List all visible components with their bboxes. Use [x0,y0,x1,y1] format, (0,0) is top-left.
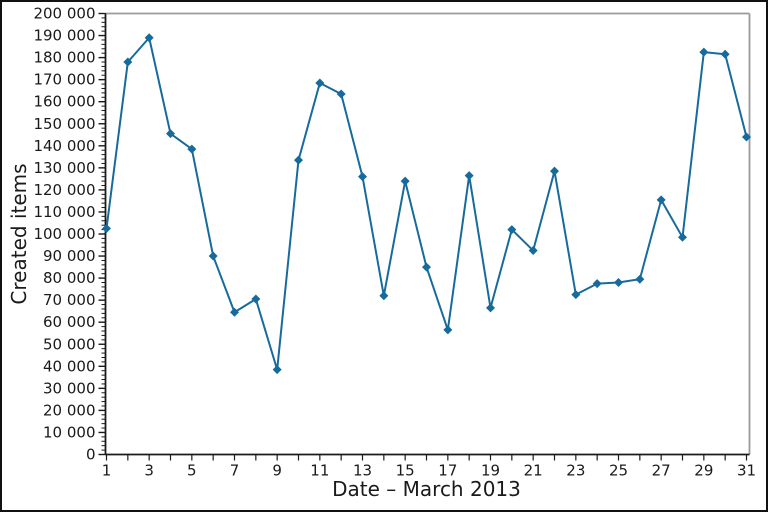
y-tick-label: 10 000 [43,423,96,441]
y-tick-label: 120 000 [33,181,95,199]
plot-frame [105,12,751,455]
y-tick-label: 150 000 [33,115,95,133]
data-point [656,195,666,205]
x-axis: 1 3 5 7 9 11 13 15 17 19 21 23 25 27 29 31 [102,453,756,480]
y-tick-label: 110 000 [33,203,95,221]
x-tick-label: 9 [272,462,282,480]
data-point [294,155,303,165]
data-point [720,49,730,59]
x-tick-label: 7 [230,462,240,480]
data-markers [102,33,751,375]
data-point [272,365,282,375]
y-tick-label: 70 000 [43,291,96,309]
x-axis-title: Date – March 2013 [332,477,521,501]
data-point [251,294,261,304]
y-tick-label: 50 000 [43,335,96,353]
x-tick-label: 13 [353,462,372,480]
data-point [336,89,346,99]
x-tick-label: 25 [609,462,628,480]
x-tick-label: 29 [694,462,713,480]
data-point [123,57,133,67]
x-tick-label: 31 [737,462,756,480]
x-tick-label: 11 [310,462,329,480]
x-tick-label: 1 [102,462,112,480]
data-point [315,78,325,88]
data-point [443,325,453,335]
y-tick-label: 0 [86,446,96,464]
y-tick-label: 170 000 [33,71,95,89]
x-tick-label: 17 [438,462,457,480]
x-tick-label: 19 [481,462,500,480]
y-tick-label: 160 000 [33,93,95,111]
data-line [105,36,748,371]
x-tick-label: 5 [187,462,197,480]
x-tick-label: 27 [652,462,671,480]
y-tick-label: 100 000 [33,225,95,243]
data-point [208,251,218,261]
data-point [230,307,239,317]
y-tick-label: 30 000 [43,379,96,397]
data-point [550,166,559,176]
y-tick-label: 60 000 [43,313,96,331]
data-point [699,47,709,57]
data-point [742,132,751,142]
y-tick-label: 190 000 [33,27,95,45]
y-tick-label: 80 000 [43,269,96,287]
data-point [571,290,581,300]
data-point [379,291,389,301]
data-point [400,176,410,186]
y-axis: 0 10 000 20 000 30 000 40 000 50 000 60 000 70 … [33,5,107,464]
data-point [166,129,175,139]
x-tick-label: 3 [144,462,154,480]
y-tick-label: 180 000 [33,49,95,67]
data-point [102,223,111,233]
data-point [144,33,154,43]
y-tick-label: 40 000 [43,357,96,375]
x-tick-label: 15 [396,462,415,480]
y-tick-label: 130 000 [33,159,95,177]
data-point [678,232,687,242]
data-point [507,225,517,235]
data-point [464,171,474,181]
data-point [614,278,623,288]
y-tick-label: 140 000 [33,137,95,155]
data-point [528,246,538,256]
y-tick-label: 20 000 [43,401,96,419]
y-tick-label: 90 000 [43,247,96,265]
x-tick-label: 23 [566,462,585,480]
data-point [592,279,602,289]
y-tick-label: 200 000 [33,5,95,23]
data-point [486,303,495,313]
data-series [105,36,748,371]
data-point [358,172,367,182]
data-point [187,144,197,154]
data-point [422,262,431,272]
data-point [635,274,645,284]
y-axis-title: Created items [7,163,31,305]
x-tick-label: 21 [524,462,543,480]
